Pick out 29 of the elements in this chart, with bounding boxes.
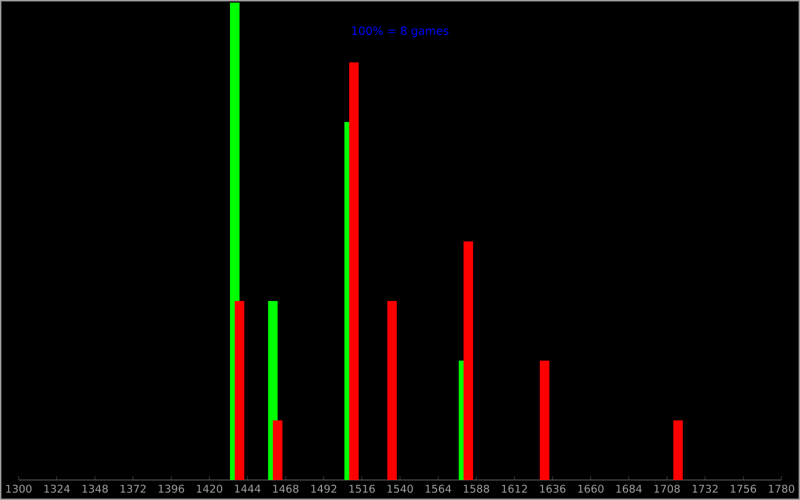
x-tick-label: 1732 xyxy=(692,484,718,493)
x-tick-label: 1444 xyxy=(235,484,260,492)
x-tick-label: 1300 xyxy=(6,484,32,493)
x-tick-label: 1708 xyxy=(654,484,680,493)
x-tick-label: 1324 xyxy=(44,484,70,493)
x-tick-label: 1588 xyxy=(464,484,490,493)
annotation: 100% = 8 games xyxy=(352,26,448,38)
x-tick-label: 1516 xyxy=(349,484,375,493)
bar xyxy=(272,420,282,480)
x-tick-label: 1636 xyxy=(540,484,566,493)
x-tick-label: 1756 xyxy=(730,484,756,493)
x-tick-label: 1372 xyxy=(120,484,146,493)
x-tick-label: 1468 xyxy=(273,484,298,493)
x-tick-label: 1348 xyxy=(82,484,108,493)
x-tick-label: 1420 xyxy=(196,484,222,493)
x-tick-label: 1396 xyxy=(158,484,184,493)
bar xyxy=(673,420,683,480)
x-tick-label: 1612 xyxy=(502,484,527,493)
bar xyxy=(234,301,244,480)
x-tick-label: 1492 xyxy=(311,484,336,493)
x-tick-label: 1564 xyxy=(426,484,452,493)
bar xyxy=(349,62,359,480)
x-tick-label: 1780 xyxy=(768,484,794,493)
x-tick-label: 1540 xyxy=(388,484,413,493)
bar xyxy=(387,301,397,480)
x-tick-label: 1660 xyxy=(578,484,604,493)
bar xyxy=(464,241,474,480)
bar xyxy=(540,360,550,480)
x-tick-label: 1684 xyxy=(616,484,642,493)
